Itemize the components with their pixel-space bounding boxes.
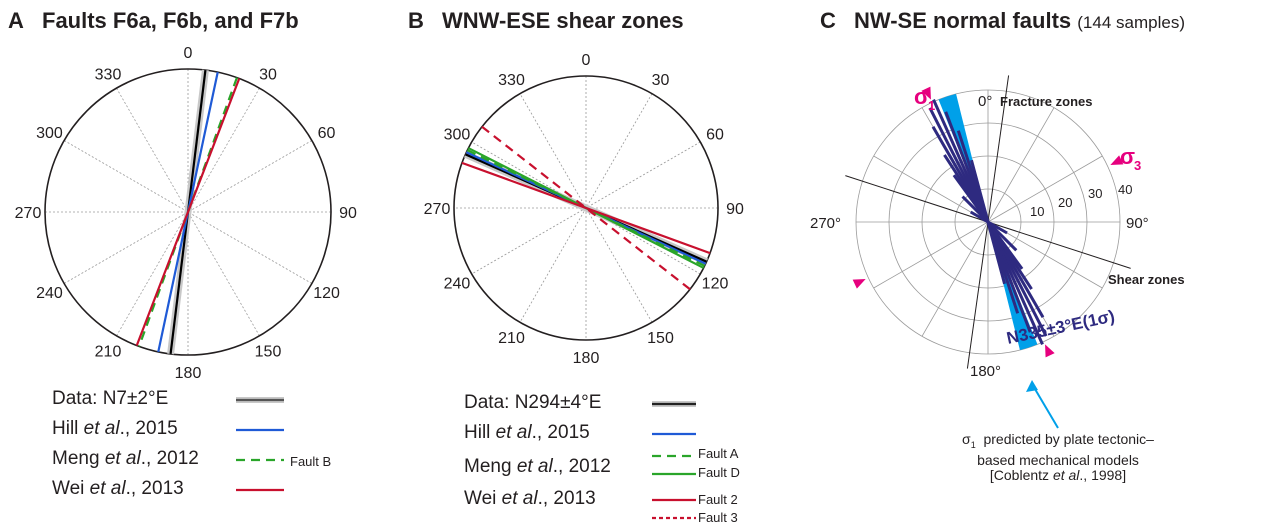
ring-label: 20	[1058, 195, 1072, 210]
legend-wei-a: Wei et al., 2013	[52, 478, 184, 499]
panel-c-subtitle: (144 samples)	[1077, 13, 1185, 32]
angle-label: 60	[318, 125, 336, 142]
legend-tag-fault-d: Fault D	[698, 465, 740, 480]
sigma-arrow	[852, 279, 866, 289]
panel-c-letter: C	[820, 8, 836, 33]
ring-label: 10	[1030, 204, 1044, 219]
legend-data-b: Data: N294±4°E	[464, 392, 602, 413]
legend-tag-fault-3: Fault 3	[698, 510, 738, 525]
rose-petal	[969, 210, 989, 224]
rose-petal	[986, 221, 1007, 285]
rose-petal	[969, 159, 990, 223]
angle-label: 30	[259, 66, 277, 83]
sigma-arrow	[1045, 344, 1055, 358]
angle-label: 180	[573, 350, 600, 367]
panel-c: C NW-SE normal faults (144 samples) 0° 90°…	[800, 0, 1272, 526]
angle-label: 240	[444, 276, 471, 293]
ring-label: 40	[1118, 182, 1132, 197]
angle-label: 240	[36, 285, 63, 302]
shear-zones-label: Shear zones	[1108, 272, 1185, 287]
stereonet-circle	[44, 68, 332, 356]
sigma3-subscript: 3	[1134, 158, 1141, 173]
panel-b-title: B WNW-ESE shear zones	[408, 8, 684, 34]
legend-hill-a: Hill et al., 2015	[52, 418, 178, 439]
panel-b-title-text: WNW-ESE shear zones	[442, 8, 684, 33]
sigma-arrow	[1110, 155, 1124, 165]
angle-label: 270	[424, 201, 451, 218]
legend-data-a: Data: N7±2°E	[52, 388, 169, 409]
angle-label: 60	[706, 127, 724, 144]
sigma3-label: σ	[1120, 144, 1135, 169]
line-fault-2	[461, 161, 711, 255]
angle-label: 150	[255, 344, 282, 361]
rose-petal	[987, 220, 1008, 235]
label-270deg: 270°	[810, 215, 841, 232]
angle-label: 120	[313, 285, 340, 302]
rose-petal	[961, 195, 990, 224]
note-pointer-line	[1031, 383, 1059, 429]
line-wei	[135, 78, 241, 346]
rose-petal	[986, 221, 1024, 270]
angle-label: 0	[582, 52, 591, 69]
legend-meng-b: Meng et al., 2012	[464, 456, 611, 477]
angle-label: 150	[647, 330, 674, 347]
rose-diagram-c: 0° 90° 180° 270° 10 20 30 40 Fracture zones Shear…	[810, 75, 1185, 429]
label-90deg: 90°	[1126, 215, 1149, 232]
sigma1-prediction-note: σ1 predicted by plate tectonic– based me…	[962, 431, 1154, 483]
angle-label: 330	[498, 72, 525, 89]
rose-diagram-b: 0 30 60 90 120 150 180 210 240 270 300 330	[424, 52, 744, 520]
legend-hill-b: Hill et al., 2015	[464, 422, 590, 443]
sigma1-subscript: 1	[928, 98, 935, 113]
label-0deg: 0°	[978, 93, 992, 110]
angle-label: 300	[444, 127, 471, 144]
angle-label: 180	[175, 365, 202, 382]
rose-petal	[986, 220, 1018, 252]
angle-label: 210	[498, 330, 525, 347]
legend-meng-a: Meng et al., 2012	[52, 448, 199, 469]
label-180deg: 180°	[970, 363, 1001, 380]
panel-a-title-text: Faults F6a, F6b, and F7b	[42, 8, 299, 33]
angle-label: 270	[15, 205, 42, 222]
stereonet-circle	[453, 75, 719, 341]
legend-tag-fault-2: Fault 2	[698, 492, 738, 507]
panel-a-letter: A	[8, 8, 24, 33]
rose-petal	[952, 174, 990, 223]
angle-label: 90	[726, 201, 744, 218]
angle-label: 330	[95, 66, 122, 83]
fracture-zones-label: Fracture zones	[1000, 94, 1092, 109]
angle-label: 30	[652, 72, 670, 89]
angle-label: 90	[339, 205, 357, 222]
sigma1-label: σ	[914, 84, 929, 109]
ring-label: 30	[1088, 186, 1102, 201]
note-pointer-head	[1026, 380, 1038, 392]
angle-label: 120	[702, 276, 729, 293]
angle-label: 210	[95, 344, 122, 361]
panel-c-title: C NW-SE normal faults (144 samples)	[820, 8, 1185, 34]
angle-label: 0	[184, 45, 193, 62]
panel-b: B WNW-ESE shear zones 0 30 60 90 120 150 180 210…	[400, 0, 800, 526]
legend-tag-fault-a: Fault A	[698, 446, 739, 461]
panel-b-letter: B	[408, 8, 424, 33]
panel-c-title-text: NW-SE normal faults	[854, 8, 1072, 33]
legend-wei-b: Wei et al., 2013	[464, 488, 596, 509]
panel-a: A Faults F6a, F6b, and F7b 0 30 60 90 120 150 1…	[0, 0, 400, 526]
panel-a-title: A Faults F6a, F6b, and F7b	[8, 8, 299, 34]
rose-diagram-a: 0 30 60 90 120 150 180 210 240 270 300 330	[15, 45, 357, 492]
angle-label: 300	[36, 125, 63, 142]
legend-tag-fault-b: Fault B	[290, 454, 332, 469]
sigma-arrow	[921, 86, 931, 100]
